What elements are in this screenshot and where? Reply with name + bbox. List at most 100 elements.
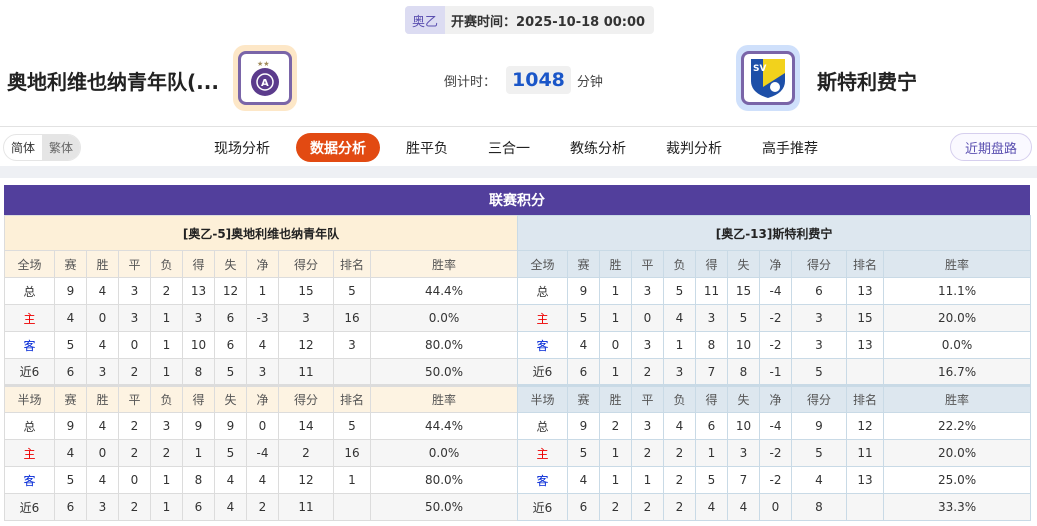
cell: 3 <box>182 304 215 332</box>
cell: 5 <box>567 439 600 467</box>
cell: 1 <box>599 466 632 494</box>
cell: 6 <box>214 331 247 359</box>
row-label: 客 <box>4 466 55 494</box>
column-header: 失 <box>727 250 760 278</box>
column-header: 平 <box>118 384 151 413</box>
league-badge[interactable]: 奥乙 <box>405 6 446 34</box>
column-header: 负 <box>663 250 696 278</box>
row-label: 近6 <box>4 358 55 386</box>
cell: 14 <box>278 412 334 440</box>
cell: 5 <box>727 304 760 332</box>
cell: 3 <box>695 304 728 332</box>
row-label: 总 <box>517 412 568 440</box>
cell: 8 <box>182 358 215 386</box>
cell: 1 <box>599 277 632 305</box>
cell: 1 <box>333 466 371 494</box>
cell: 0.0% <box>369 439 519 467</box>
cell: 2 <box>631 493 664 521</box>
cell: 2 <box>631 439 664 467</box>
cell: 2 <box>118 412 151 440</box>
column-header: 胜 <box>599 250 632 278</box>
svg-text:★★: ★★ <box>257 60 270 68</box>
stripfing-crest-icon: SV <box>751 59 785 98</box>
cell: 12 <box>846 412 884 440</box>
column-header: 得分 <box>791 384 847 413</box>
cell: 22.2% <box>882 412 1032 440</box>
cell: 9 <box>567 412 600 440</box>
cell: 5 <box>214 358 247 386</box>
cell: -1 <box>759 358 792 386</box>
cell: 80.0% <box>369 466 519 494</box>
cell: 5 <box>333 412 371 440</box>
cell: 4 <box>86 331 119 359</box>
countdown-unit: 分钟 <box>576 74 603 90</box>
cell: 0 <box>759 493 792 521</box>
home-team-logo[interactable]: ★★ A <box>233 45 297 111</box>
tab-coach-analysis[interactable]: 教练分析 <box>570 140 626 157</box>
home-team-name[interactable]: 奥地利维也纳青年队(... <box>7 70 219 94</box>
row-label: 客 <box>517 466 568 494</box>
tab-referee-analysis[interactable]: 裁判分析 <box>666 140 722 157</box>
table-row: 近6 6 1 2 3 7 8 -1 5 16.7% <box>517 358 1032 386</box>
cell: 25.0% <box>882 466 1032 494</box>
cell: 4 <box>214 466 247 494</box>
away-team-logo[interactable]: SV <box>736 45 800 111</box>
away-team-name[interactable]: 斯特利费宁 <box>817 70 917 94</box>
cell: 6 <box>182 493 215 521</box>
cell: 20.0% <box>882 304 1032 332</box>
row-label: 客 <box>517 331 568 359</box>
table-row: 主 5 1 2 2 1 3 -2 5 11 20.0% <box>517 439 1032 467</box>
austria-wien-crest-icon: ★★ A <box>251 60 279 96</box>
cell: 2 <box>278 439 334 467</box>
cell: 2 <box>599 493 632 521</box>
tab-live-analysis[interactable]: 现场分析 <box>214 140 270 157</box>
column-header: 得 <box>182 384 215 413</box>
column-header: 平 <box>631 250 664 278</box>
cell: 5 <box>54 466 87 494</box>
row-label: 客 <box>4 331 55 359</box>
tab-expert-picks[interactable]: 高手推荐 <box>762 140 818 157</box>
cell: 3 <box>278 304 334 332</box>
row-label: 总 <box>4 412 55 440</box>
tab-data-analysis[interactable]: 数据分析 <box>296 133 380 162</box>
cell: 8 <box>695 331 728 359</box>
cell: 2 <box>663 466 696 494</box>
tab-win-draw-loss[interactable]: 胜平负 <box>406 140 448 157</box>
cell: 3 <box>631 277 664 305</box>
language-toggle[interactable]: 简体 繁体 <box>3 134 82 161</box>
cell: 4 <box>214 493 247 521</box>
cell: 16.7% <box>882 358 1032 386</box>
cell: 0 <box>118 331 151 359</box>
cell: 5 <box>663 277 696 305</box>
cell <box>846 358 884 386</box>
recent-handicap-button[interactable]: 近期盘路 <box>950 133 1032 161</box>
standings-title: 联赛积分 <box>4 185 1030 215</box>
cell: 1 <box>695 439 728 467</box>
table-row: 总 9 2 3 4 6 10 -4 9 12 22.2% <box>517 412 1032 440</box>
cell: 0 <box>246 412 279 440</box>
cell: 2 <box>631 358 664 386</box>
column-header: 净 <box>246 250 279 278</box>
cell: 1 <box>150 358 183 386</box>
row-label: 主 <box>4 439 55 467</box>
cell: 0 <box>118 466 151 494</box>
table-row: 近6 6 3 2 1 8 5 3 11 50.0% <box>4 358 519 386</box>
lang-traditional[interactable]: 繁体 <box>42 135 81 160</box>
cell: 3 <box>333 331 371 359</box>
countdown: 倒计时： 1048 分钟 <box>444 66 603 94</box>
tab-three-in-one[interactable]: 三合一 <box>488 140 530 157</box>
column-header: 得分 <box>791 250 847 278</box>
cell: 80.0% <box>369 331 519 359</box>
cell: 2 <box>118 439 151 467</box>
cell: 4 <box>54 439 87 467</box>
cell: 4 <box>246 331 279 359</box>
cell: 10 <box>727 331 760 359</box>
cell: 11 <box>695 277 728 305</box>
cell: 6 <box>695 412 728 440</box>
lang-simplified[interactable]: 简体 <box>11 141 36 155</box>
cell: 1 <box>246 277 279 305</box>
cell: 11 <box>846 439 884 467</box>
cell: 2 <box>663 493 696 521</box>
cell: 9 <box>214 412 247 440</box>
column-header: 失 <box>727 384 760 413</box>
